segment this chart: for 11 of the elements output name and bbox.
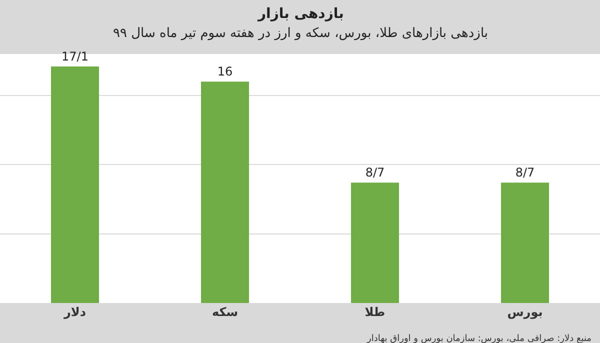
data-label: 16 [217,64,233,79]
x-tick-label: سکه [212,305,238,319]
data-label: 17/1 [62,49,88,64]
chart-title: بازدهی بازار [257,6,344,22]
text: منبع دلار: صرافی ملی، بورس: سازمان بورس و اوراق بهادار [366,334,592,343]
data-label: 8/7 [515,166,535,180]
x-tick-label: دلار [62,305,86,319]
chart-subtitle: بازدهی بازارهای طلا، بورس، سکه و ارز در هفته سوم تیر ماه سال ۹۹ [113,26,488,41]
x-tick-label: طلا [364,305,386,319]
data-label: 8/7 [365,166,385,180]
x-tick-label: بورس [507,305,543,319]
